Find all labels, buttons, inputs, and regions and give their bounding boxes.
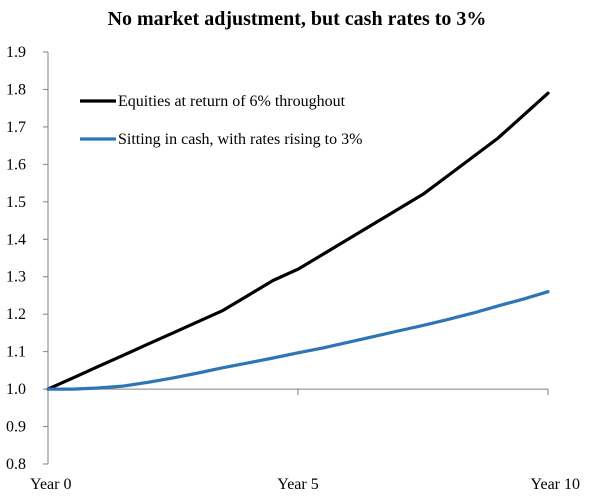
y-tick-label: 0.8: [6, 456, 26, 473]
chart-title: No market adjustment, but cash rates to …: [107, 8, 487, 30]
legend-label-1: Equities at return of 6% throughout: [118, 93, 346, 110]
y-tick-label: 1.1: [6, 344, 26, 361]
series-lines: [46, 91, 550, 391]
x-tick-label: Year 10: [531, 476, 580, 493]
legend-label-2: Sitting in cash, with rates rising to 3%: [118, 131, 362, 148]
y-tick-label: 1.9: [6, 44, 26, 61]
x-axis-ticks: Year 0 Year 5 Year 10: [30, 389, 580, 493]
y-tick-label: 1.5: [6, 194, 26, 211]
x-tick-label: Year 5: [277, 476, 318, 493]
y-tick-label: 1.4: [6, 231, 26, 248]
y-tick-label: 1.8: [6, 81, 26, 98]
y-axis-ticks: 0.8 0.9 1.0 1.1 1.2 1.3 1.4 1.5 1.6 1.7 1.8 1.9: [6, 44, 48, 473]
legend: Equities at return of 6% throughout Sitti…: [80, 93, 362, 148]
y-tick-label: 1.2: [6, 306, 26, 323]
x-tick-label: Year 0: [30, 476, 71, 493]
series-line-1: [46, 91, 550, 391]
y-tick-label: 1.7: [6, 119, 26, 136]
y-tick-label: 0.9: [6, 419, 26, 436]
y-tick-label: 1.0: [6, 381, 26, 398]
y-tick-label: 1.6: [6, 156, 26, 173]
y-tick-label: 1.3: [6, 269, 26, 286]
series-line-2: [46, 290, 550, 391]
